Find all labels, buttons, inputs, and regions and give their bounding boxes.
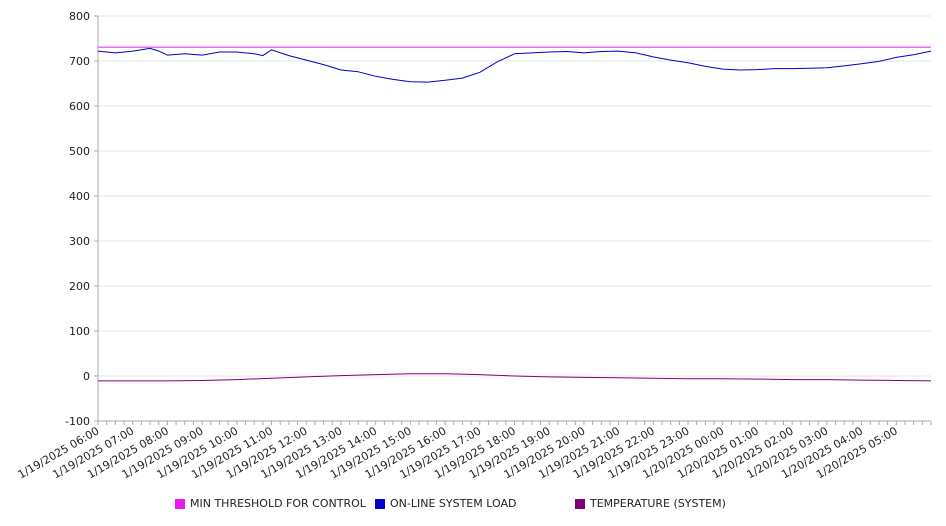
gridlines [98,15,931,422]
legend: MIN THRESHOLD FOR CONTROL ON-LINE SYSTEM… [0,497,946,515]
y-tick-label: 300 [69,235,90,248]
y-tick-label: 500 [69,145,90,158]
legend-label-temperature: TEMPERATURE (SYSTEM) [590,497,726,510]
y-axis-ticks: 800 700 600 500 400 300 200 100 0 -100 [65,10,98,428]
y-tick-label: 0 [83,370,90,383]
legend-swatch-min-threshold [175,498,185,509]
x-axis-ticks: 1/19/2025 06:001/19/2025 07:001/19/2025 … [16,421,932,481]
series-line-temperature [98,373,932,382]
legend-swatch-temperature [575,498,585,509]
legend-item-temperature[interactable]: TEMPERATURE (SYSTEM) [575,497,726,510]
series-lines [97,46,932,382]
y-tick-label: 600 [69,100,90,113]
legend-swatch-system-load [375,498,385,509]
y-tick-label: 100 [69,325,90,338]
legend-item-system-load[interactable]: ON-LINE SYSTEM LOAD [375,497,516,510]
y-tick-label: 200 [69,280,90,293]
legend-item-min-threshold[interactable]: MIN THRESHOLD FOR CONTROL [175,497,366,510]
y-tick-label: 700 [69,55,90,68]
series-line-system-load [97,47,932,83]
y-tick-label: 400 [69,190,90,203]
axes [97,16,931,422]
legend-label-system-load: ON-LINE SYSTEM LOAD [390,497,517,510]
y-tick-label: -100 [65,415,90,428]
y-tick-label: 800 [69,10,90,23]
legend-label-min-threshold: MIN THRESHOLD FOR CONTROL [190,497,366,510]
